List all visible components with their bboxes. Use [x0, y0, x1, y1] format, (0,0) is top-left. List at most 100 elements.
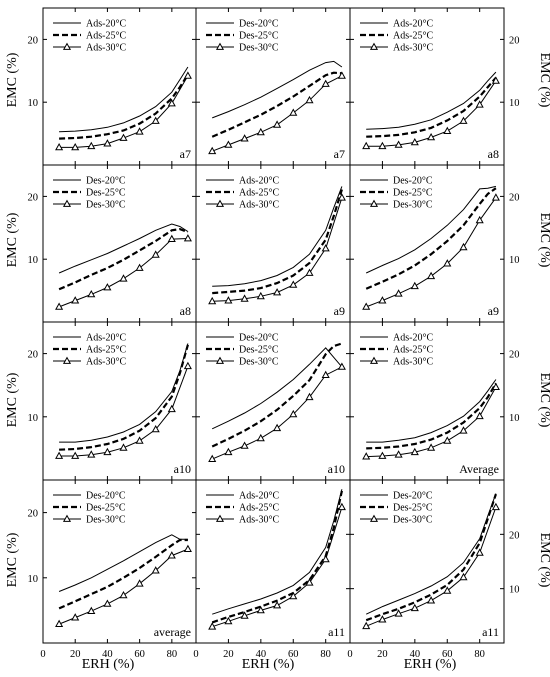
legend-label: Des-25°C [239, 345, 279, 356]
legend-label: Ads-20°C [393, 19, 433, 30]
data-point [151, 566, 160, 574]
data-point [119, 133, 128, 141]
data-point [224, 296, 233, 304]
legend-label: Des-30°C [86, 200, 126, 211]
data-point [321, 244, 330, 252]
data-point [394, 450, 403, 458]
y-tick-label: 10 [28, 98, 39, 109]
series-line [212, 189, 343, 295]
legend-marker [369, 42, 379, 50]
legend-label: Des-30°C [393, 200, 433, 211]
data-point [337, 362, 346, 370]
legend-label: Ads-30°C [393, 43, 433, 54]
y-axis-title-right: EMC (%) [537, 213, 550, 268]
data-point [459, 426, 468, 434]
x-tick-label: 60 [442, 649, 453, 660]
data-point [87, 606, 96, 614]
series-line [366, 382, 497, 450]
data-point [273, 120, 282, 128]
y-axis-title-right: EMC (%) [537, 533, 550, 588]
data-point [337, 502, 346, 511]
data-point [289, 108, 298, 116]
data-point [208, 146, 217, 155]
x-tick-label: 20 [70, 649, 81, 660]
legend-label: Ads-25°C [393, 345, 433, 356]
legend-marker [215, 42, 225, 50]
y-axis-title-left: EMC (%) [5, 532, 20, 587]
x-tick-label: 80 [474, 649, 485, 660]
data-point [321, 554, 330, 563]
data-point [394, 140, 403, 148]
data-point [443, 126, 452, 134]
series-line [59, 344, 189, 451]
data-point [427, 132, 436, 141]
data-point [240, 294, 249, 302]
data-point [427, 443, 436, 451]
x-axis-title: ERH (%) [82, 657, 135, 672]
panel-label: a8 [488, 147, 499, 161]
data-point [87, 289, 96, 298]
data-point [224, 616, 233, 625]
x-tick-label: 60 [288, 649, 299, 660]
data-point [135, 436, 144, 444]
y-tick-label: 20 [509, 350, 520, 361]
data-point [167, 234, 176, 242]
y-tick-label: 20 [28, 350, 39, 361]
series-line [365, 493, 497, 622]
legend-marker [62, 356, 72, 364]
data-point [289, 280, 298, 288]
x-tick-label: 20 [223, 649, 234, 660]
legend-marker [215, 199, 225, 207]
series-line [366, 379, 497, 443]
data-point [256, 605, 265, 614]
series-line [212, 197, 343, 302]
legend-marker [369, 356, 379, 364]
data-point [256, 127, 265, 136]
legend-label: Des-30°C [393, 515, 433, 526]
data-point [240, 611, 249, 619]
data-point [362, 452, 371, 460]
data-point [443, 436, 452, 444]
y-tick-label: 10 [509, 585, 520, 596]
x-tick-label: 40 [102, 649, 113, 660]
x-tick-label: 80 [320, 649, 331, 660]
legend-marker [62, 199, 72, 207]
series-line [59, 66, 189, 133]
legend-label: Ads-20°C [239, 491, 279, 502]
y-tick-label: 10 [28, 413, 39, 424]
legend-marker [215, 356, 225, 364]
data-point [103, 447, 112, 456]
data-point [167, 551, 176, 559]
data-point [240, 441, 249, 449]
y-tick-label: 10 [509, 255, 520, 266]
series-line [58, 238, 188, 308]
panel-label: a11 [328, 625, 345, 639]
legend-label: Des-30°C [86, 515, 126, 526]
data-point [378, 615, 387, 623]
series-line [366, 197, 497, 308]
x-tick-label: 0 [40, 649, 45, 660]
data-point [289, 591, 298, 600]
legend-marker [62, 42, 72, 50]
data-point [55, 142, 64, 151]
data-point [151, 116, 160, 124]
data-point [71, 142, 80, 151]
data-point [71, 296, 80, 304]
data-point [443, 586, 452, 594]
data-point [183, 361, 192, 370]
data-point [410, 603, 419, 612]
data-point [491, 382, 500, 390]
series-line [212, 186, 343, 287]
y-tick-label: 20 [509, 192, 520, 203]
data-point [305, 268, 314, 276]
data-point [362, 141, 371, 150]
y-tick-label: 10 [509, 413, 520, 424]
x-axis-title: ERH (%) [242, 657, 295, 672]
y-axis-title-right: EMC (%) [537, 53, 550, 108]
